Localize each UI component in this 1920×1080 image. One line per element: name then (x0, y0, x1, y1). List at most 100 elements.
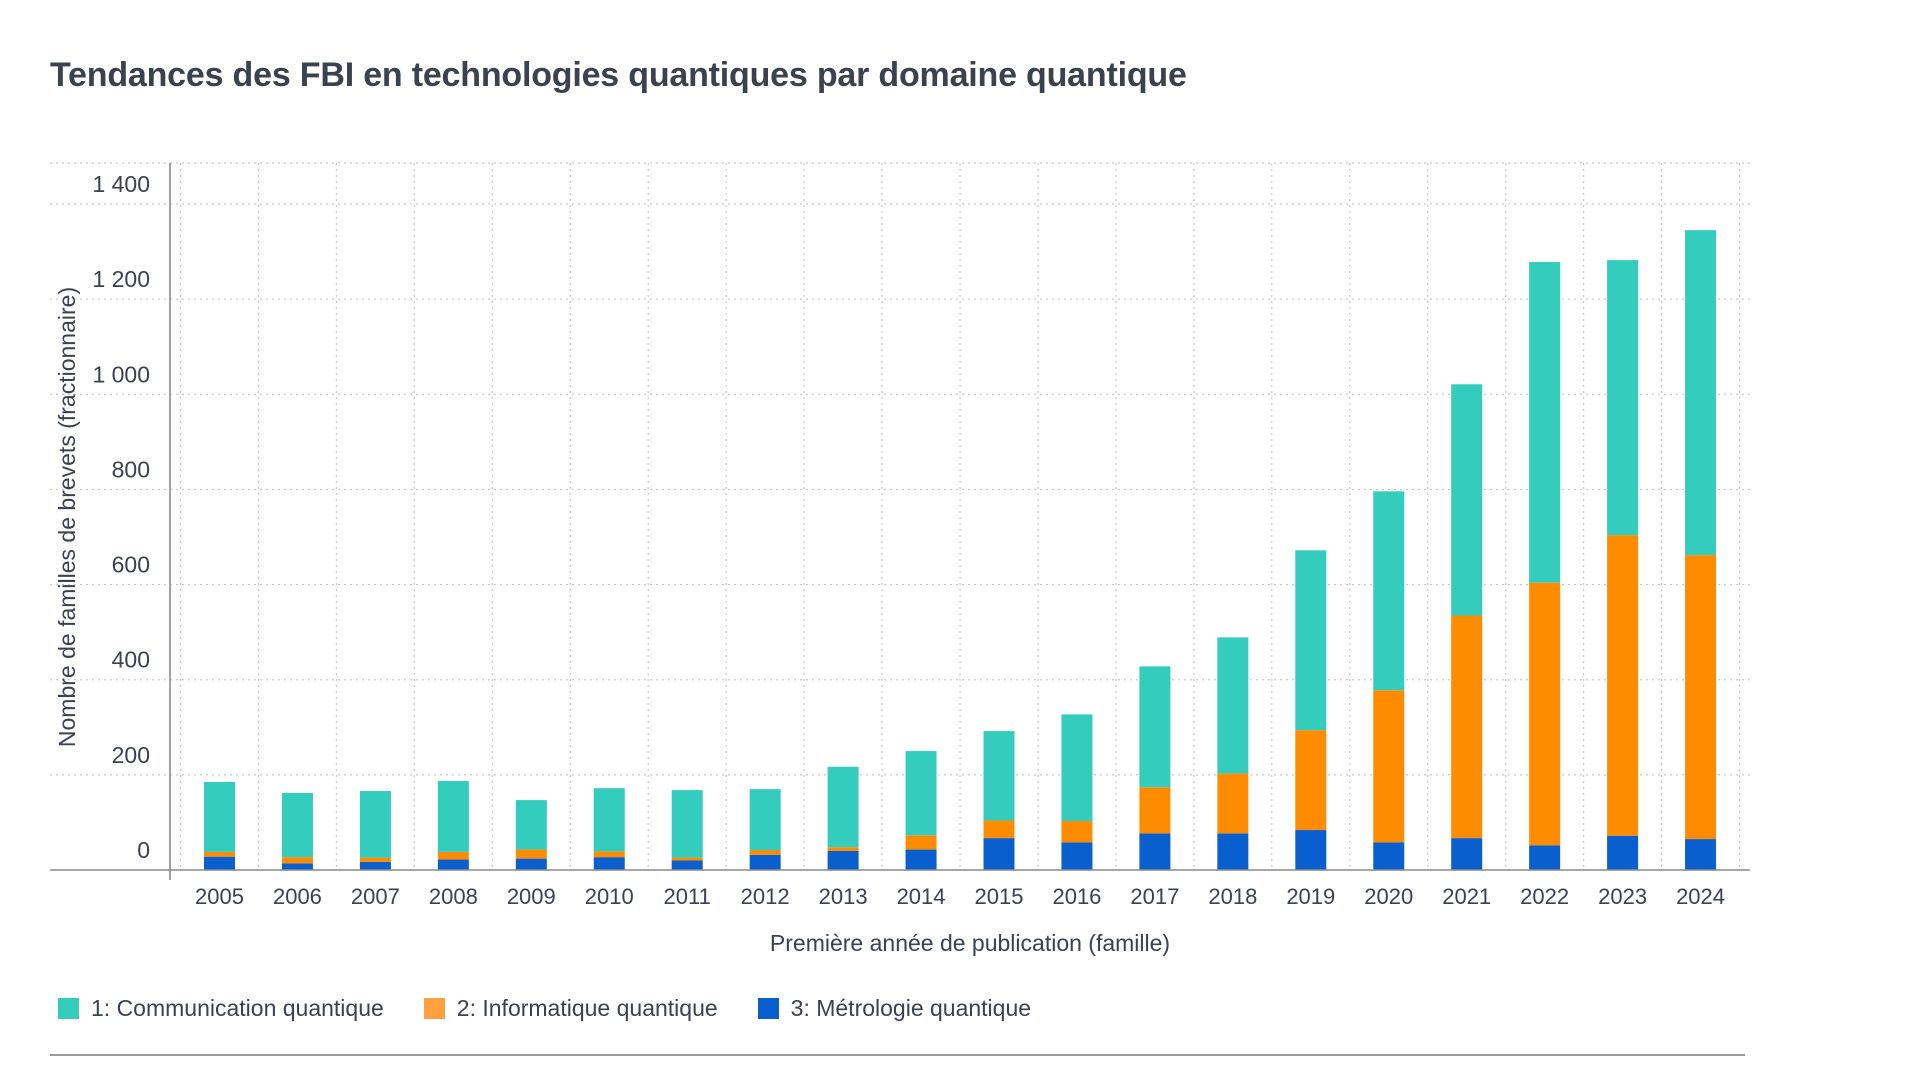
bar-segment[interactable] (1217, 637, 1248, 773)
bar-segment[interactable] (282, 793, 313, 857)
x-tick-label: 2007 (351, 884, 400, 909)
bar-segment[interactable] (1607, 260, 1638, 535)
bar-segment[interactable] (906, 835, 937, 849)
bar-segment[interactable] (516, 859, 547, 870)
x-tick-label: 2022 (1520, 884, 1569, 909)
bar-segment[interactable] (1139, 666, 1170, 787)
bar-segment[interactable] (1451, 615, 1482, 838)
x-tick-label: 2019 (1286, 884, 1335, 909)
bar-segment[interactable] (360, 858, 391, 862)
bar-segment[interactable] (984, 838, 1015, 870)
x-tick-label: 2010 (585, 884, 634, 909)
legend-swatch-communication (58, 998, 79, 1019)
bar-segment[interactable] (672, 858, 703, 861)
legend-label: 1: Communication quantique (91, 995, 384, 1022)
legend: 1: Communication quantique 2: Informatiq… (58, 995, 1031, 1022)
bar-segment[interactable] (1373, 690, 1404, 842)
bar-segment[interactable] (516, 850, 547, 859)
y-tick-label: 1 400 (92, 171, 150, 197)
bar-segment[interactable] (1529, 262, 1560, 583)
y-tick-label: 200 (112, 742, 150, 768)
bar-segment[interactable] (1451, 838, 1482, 870)
bar-segment[interactable] (1685, 839, 1716, 870)
legend-label: 2: Informatique quantique (457, 995, 718, 1022)
bar-segment[interactable] (438, 781, 469, 852)
x-tick-label: 2020 (1364, 884, 1413, 909)
bar-segment[interactable] (984, 731, 1015, 820)
bar-segment[interactable] (204, 782, 235, 852)
bar-segment[interactable] (1451, 384, 1482, 615)
bar-segment[interactable] (1685, 555, 1716, 839)
bar-segment[interactable] (360, 791, 391, 858)
bar-segment[interactable] (1061, 714, 1092, 821)
legend-swatch-metrologie (758, 998, 779, 1019)
y-axis-label: Nombre de familles de brevets (fractionn… (54, 287, 80, 747)
bar-segment[interactable] (1061, 821, 1092, 842)
bar-segment[interactable] (1139, 787, 1170, 833)
x-tick-label: 2024 (1676, 884, 1725, 909)
bar-segment[interactable] (1607, 535, 1638, 836)
legend-label: 3: Métrologie quantique (791, 995, 1031, 1022)
bar-segment[interactable] (828, 767, 859, 847)
bar-segment[interactable] (906, 751, 937, 835)
bar-segment[interactable] (594, 851, 625, 857)
bar-segment[interactable] (1217, 833, 1248, 870)
bar-segment[interactable] (1295, 550, 1326, 730)
bar-segment[interactable] (1607, 836, 1638, 870)
y-tick-label: 1 000 (92, 361, 150, 387)
bar-segment[interactable] (1295, 830, 1326, 870)
x-tick-label: 2018 (1208, 884, 1257, 909)
bar-segment[interactable] (438, 852, 469, 860)
y-tick-label: 600 (112, 552, 150, 578)
legend-item-informatique[interactable]: 2: Informatique quantique (424, 995, 718, 1022)
legend-item-metrologie[interactable]: 3: Métrologie quantique (758, 995, 1031, 1022)
bar-segment[interactable] (750, 850, 781, 855)
bar-segment[interactable] (204, 857, 235, 870)
bar-segment[interactable] (828, 847, 859, 851)
x-tick-label: 2023 (1598, 884, 1647, 909)
x-tick-label: 2005 (195, 884, 244, 909)
x-axis-label: Première année de publication (famille) (770, 930, 1170, 956)
grid-lines (50, 163, 1750, 870)
legend-swatch-informatique (424, 998, 445, 1019)
bar-segment[interactable] (984, 821, 1015, 839)
x-tick-label: 2006 (273, 884, 322, 909)
bar-segment[interactable] (594, 857, 625, 870)
bottom-divider (50, 1054, 1745, 1056)
bar-segment[interactable] (204, 852, 235, 857)
bar-segment[interactable] (1061, 842, 1092, 870)
bar-segment[interactable] (750, 789, 781, 850)
x-tick-label: 2017 (1130, 884, 1179, 909)
x-tick-label: 2016 (1052, 884, 1101, 909)
bar-segment[interactable] (360, 862, 391, 870)
bar-segment[interactable] (282, 863, 313, 870)
x-tick-label: 2021 (1442, 884, 1491, 909)
axes (50, 163, 1750, 880)
x-tick-label: 2013 (819, 884, 868, 909)
bar-segment[interactable] (750, 855, 781, 870)
bar-segment[interactable] (1529, 845, 1560, 870)
y-tick-label: 0 (137, 837, 150, 863)
x-tick-label: 2012 (741, 884, 790, 909)
bar-segment[interactable] (1373, 491, 1404, 690)
bar-segment[interactable] (438, 860, 469, 870)
y-tick-label: 1 200 (92, 266, 150, 292)
bar-segment[interactable] (906, 850, 937, 870)
bar-segment[interactable] (1139, 833, 1170, 870)
x-tick-label: 2014 (897, 884, 946, 909)
bar-segment[interactable] (1529, 583, 1560, 846)
bar-segment[interactable] (282, 857, 313, 863)
bar-segment[interactable] (828, 851, 859, 870)
bar-segment[interactable] (516, 800, 547, 849)
bar-segment[interactable] (672, 860, 703, 870)
x-tick-label: 2011 (664, 884, 711, 909)
y-tick-label: 400 (112, 647, 150, 673)
legend-item-communication[interactable]: 1: Communication quantique (58, 995, 384, 1022)
bar-segment[interactable] (1373, 842, 1404, 870)
bar-segment[interactable] (1217, 773, 1248, 833)
x-tick-label: 2009 (507, 884, 556, 909)
bar-segment[interactable] (1685, 230, 1716, 555)
bar-segment[interactable] (1295, 730, 1326, 830)
bar-segment[interactable] (672, 790, 703, 858)
bar-segment[interactable] (594, 788, 625, 851)
